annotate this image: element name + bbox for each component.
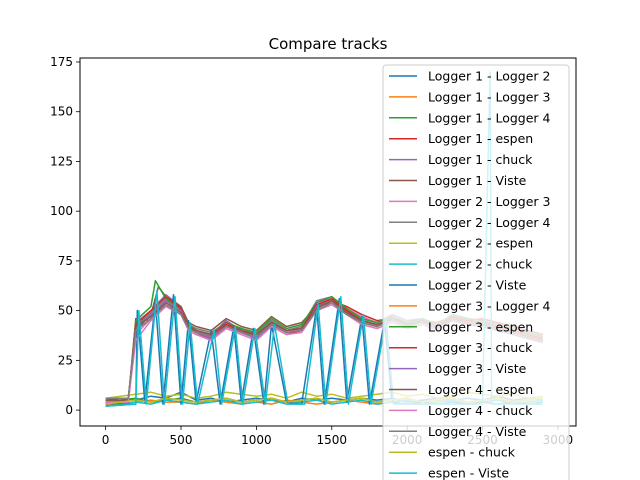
- legend-entry: Logger 3 - Viste: [428, 361, 527, 376]
- y-tick-label: 175: [50, 55, 73, 69]
- y-axis: 0 25 50 75 100 125 150 175: [50, 55, 80, 417]
- legend-entry: Logger 1 - Logger 3: [428, 89, 551, 104]
- legend-entry: Logger 2 - Viste: [428, 278, 527, 293]
- y-tick-label: 75: [58, 254, 73, 268]
- legend-entry: espen - chuck: [428, 445, 516, 460]
- plot-frame: [79, 57, 577, 427]
- y-tick-label: 125: [50, 154, 73, 168]
- x-tick-label: 1500: [316, 433, 347, 447]
- legend-entry: Logger 2 - chuck: [428, 257, 533, 272]
- legend-box: [382, 64, 570, 480]
- x-tick-label: 500: [170, 433, 193, 447]
- x-tick-label: 0: [102, 433, 110, 447]
- legend-entry: Logger 4 - Viste: [428, 424, 527, 439]
- legend-entry: Logger 1 - Viste: [428, 173, 527, 188]
- legend-entry: Logger 4 - chuck: [428, 403, 533, 418]
- y-tick-label: 50: [58, 304, 73, 318]
- chart-title: Compare tracks: [269, 35, 388, 53]
- x-tick-label: 1000: [241, 433, 272, 447]
- y-tick-label: 0: [65, 403, 73, 417]
- y-tick-label: 25: [58, 353, 73, 367]
- legend-entry: Logger 4 - espen: [428, 382, 533, 397]
- legend-entry: Logger 3 - Logger 4: [428, 298, 551, 313]
- legend-entry: Logger 3 - chuck: [428, 340, 533, 355]
- legend-entry: Logger 2 - Logger 3: [428, 194, 551, 209]
- legend-entry: Logger 1 - espen: [428, 131, 533, 146]
- legend: Logger 1 - Logger 2 Logger 1 - Logger 3 Lo…: [382, 64, 570, 480]
- y-tick-label: 150: [50, 105, 73, 119]
- legend-entry: Logger 1 - chuck: [428, 152, 533, 167]
- legend-entry: Logger 1 - Logger 4: [428, 110, 551, 125]
- legend-entry: Logger 1 - Logger 2: [428, 69, 551, 84]
- legend-entry: Logger 2 - espen: [428, 236, 533, 251]
- legend-entry: Logger 3 - espen: [428, 319, 533, 334]
- legend-entry: espen - Viste: [428, 466, 509, 480]
- y-tick-label: 100: [50, 204, 73, 218]
- legend-entry: Logger 2 - Logger 4: [428, 215, 551, 230]
